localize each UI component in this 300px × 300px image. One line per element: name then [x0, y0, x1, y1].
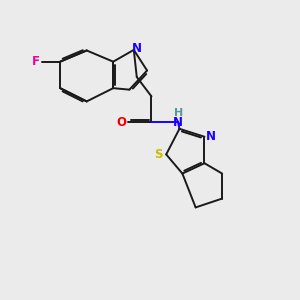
- Text: S: S: [154, 148, 162, 161]
- Text: N: N: [173, 116, 183, 129]
- Text: O: O: [116, 116, 126, 128]
- Text: N: N: [132, 42, 142, 55]
- Text: N: N: [206, 130, 216, 143]
- Text: H: H: [174, 108, 183, 118]
- Text: F: F: [32, 55, 40, 68]
